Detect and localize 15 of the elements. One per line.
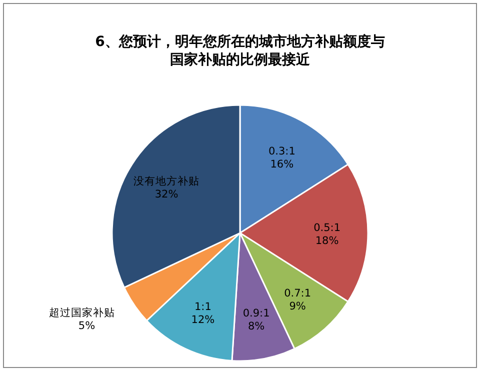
chart-title: 6、您预计，明年您所在的城市地方补贴额度与国家补贴的比例最接近 bbox=[95, 33, 385, 68]
data-label: 8% bbox=[248, 320, 265, 332]
slice-label: 超过国家补贴 bbox=[49, 306, 116, 319]
data-label: 12% bbox=[191, 314, 215, 326]
slice-label: 1:1 bbox=[194, 300, 212, 313]
slice-label: 0.9:1 bbox=[242, 308, 270, 320]
data-label: 9% bbox=[289, 300, 306, 312]
slice-label: 没有地方补贴 bbox=[134, 174, 200, 188]
data-label: 18% bbox=[315, 235, 339, 247]
slice-label: 0.3:1 bbox=[268, 146, 296, 158]
slice-label: 0.5:1 bbox=[314, 222, 340, 234]
data-label: 16% bbox=[270, 158, 294, 171]
slice-label: 0.7:1 bbox=[284, 287, 312, 300]
data-label: 5% bbox=[78, 320, 96, 332]
data-label: 32% bbox=[154, 188, 178, 200]
